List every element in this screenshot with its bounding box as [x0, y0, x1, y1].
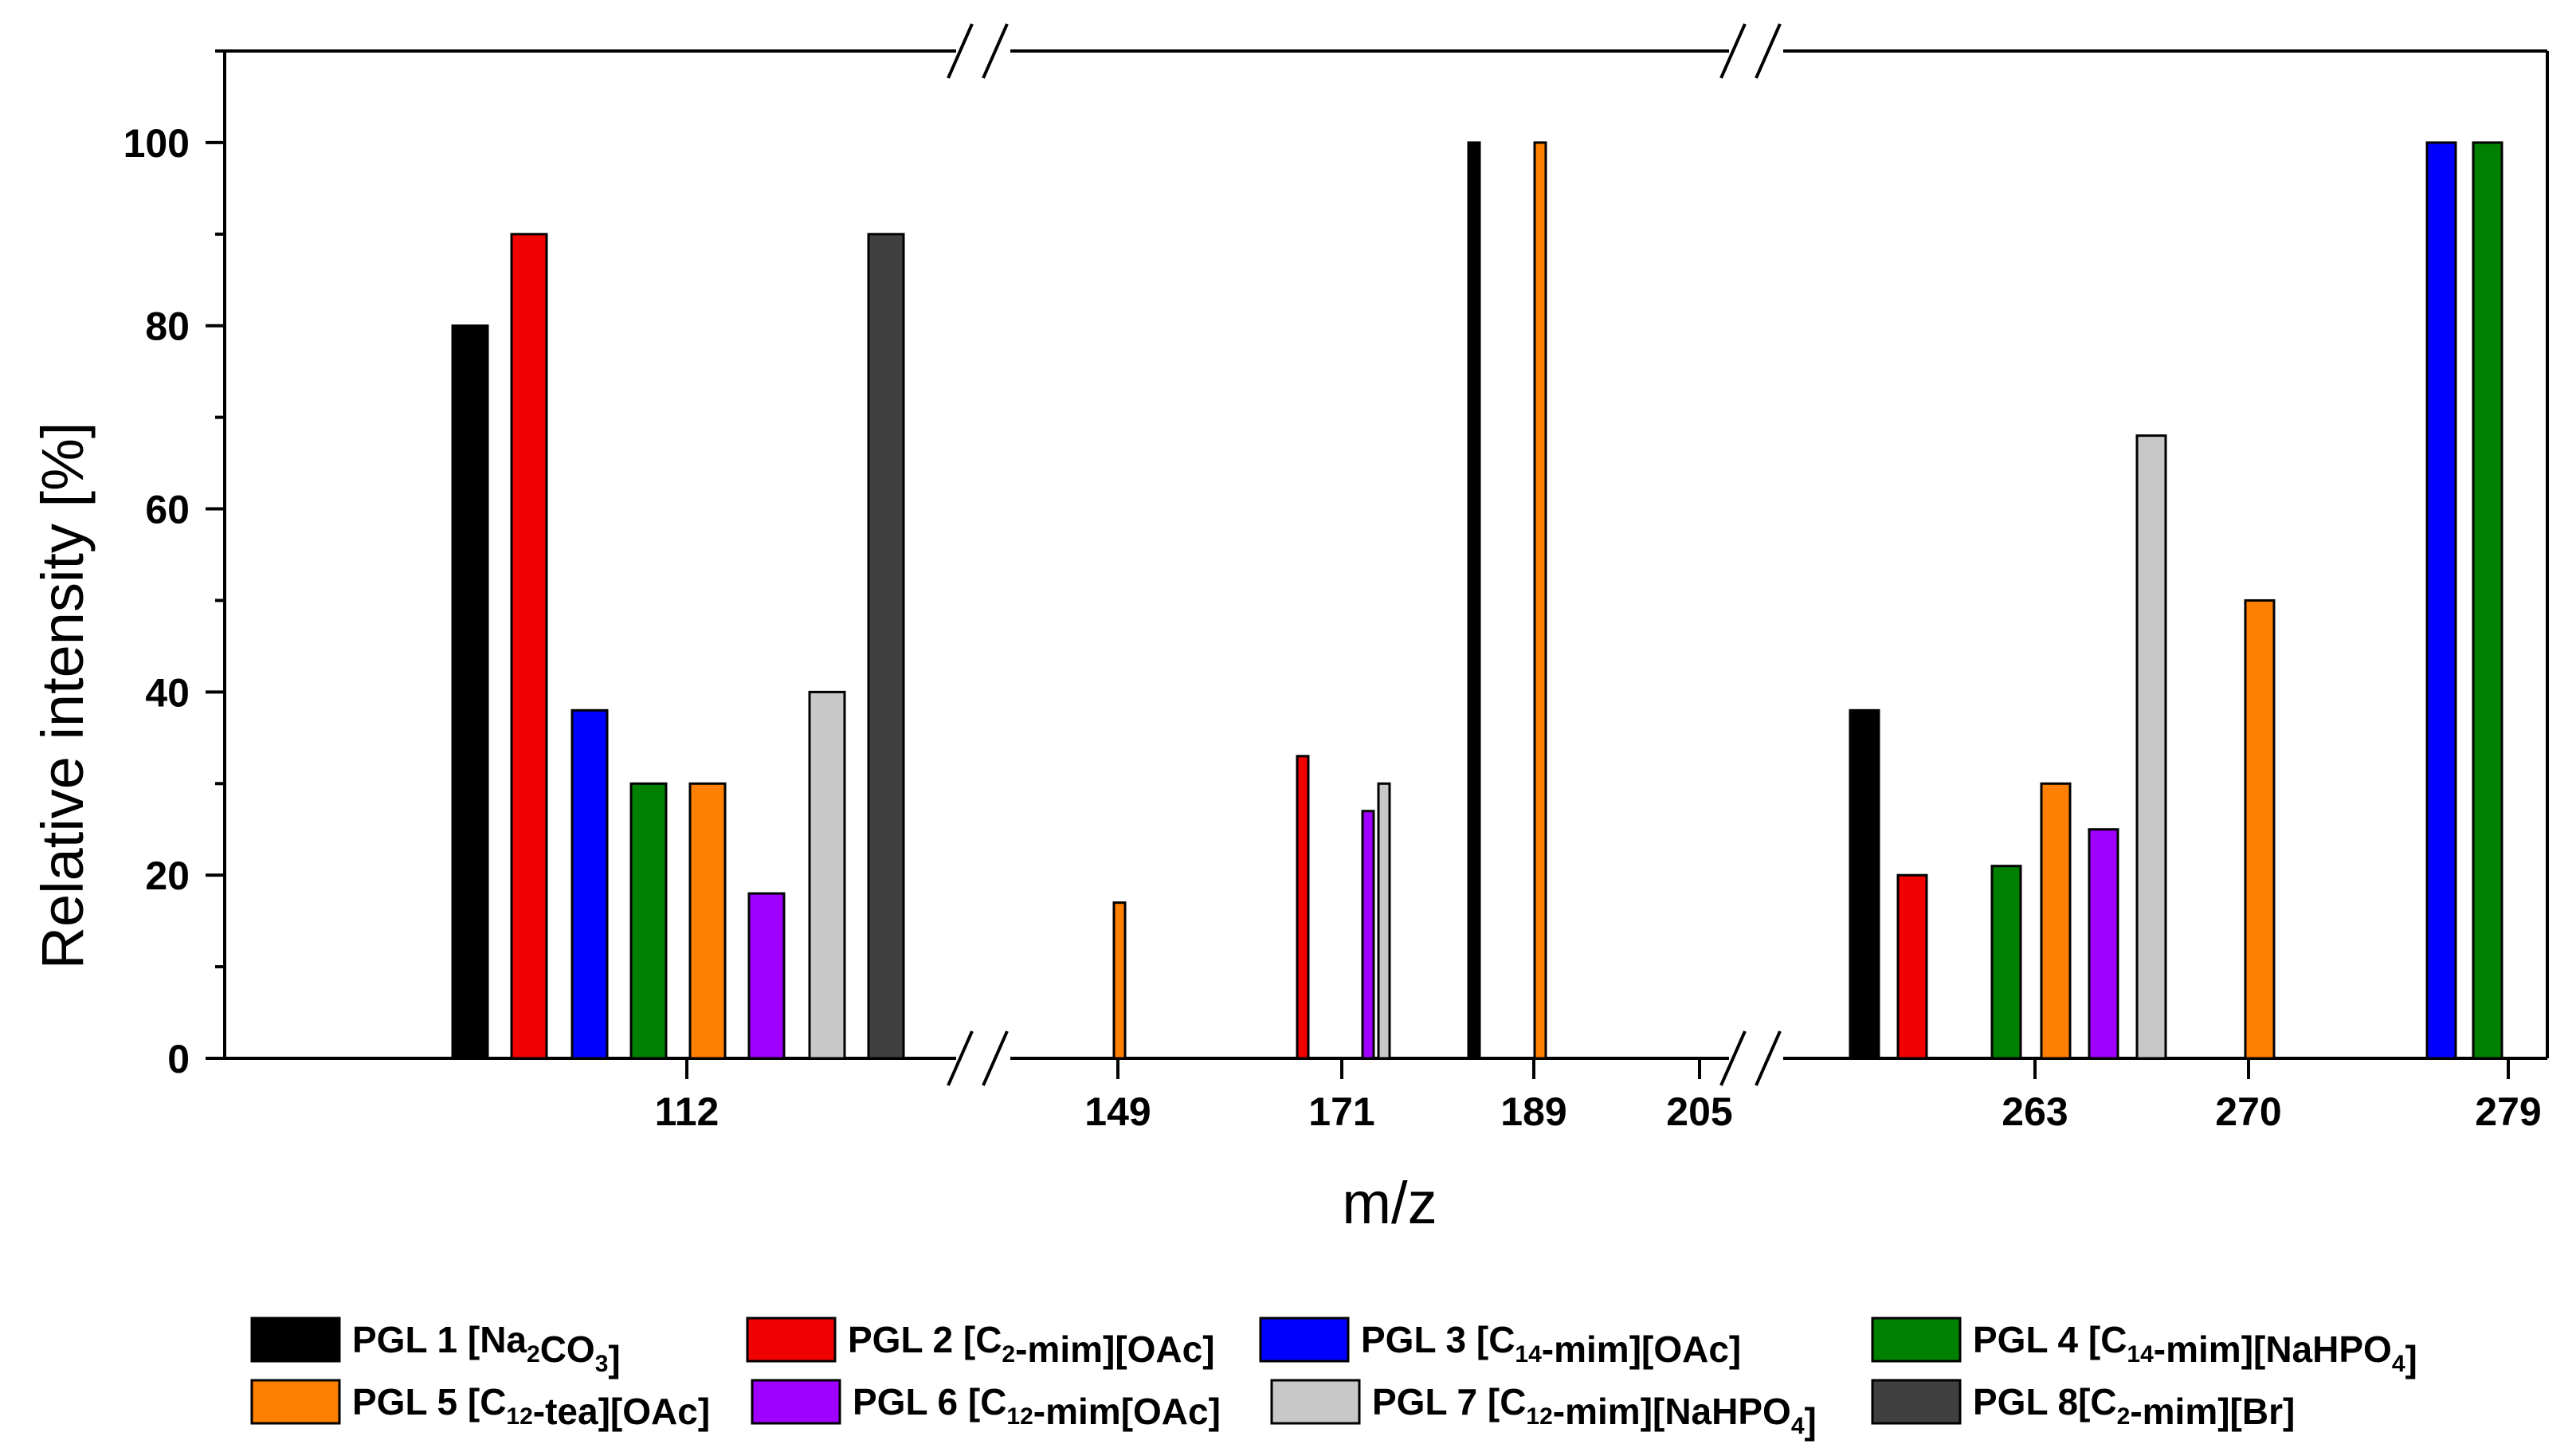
y-tick-label: 40: [145, 670, 190, 715]
legend-label: PGL 2 [C2-mim][OAc]: [848, 1319, 1215, 1370]
axis-break-mark: [1755, 23, 1782, 79]
axis-break-mark: [982, 23, 1009, 79]
legend-label: PGL 4 [C14-mim][NaHPO4]: [1973, 1319, 2417, 1379]
y-axis-title: Relative intensity [%]: [29, 422, 96, 970]
axis-break-mark: [947, 23, 974, 79]
bar-mz112-series5: [688, 782, 727, 1060]
bar-mz112-series6: [747, 892, 786, 1060]
y-tick-label: 60: [145, 488, 190, 532]
y-tick-label: 80: [145, 304, 190, 349]
legend-item-8: PGL 8[C2-mim][Br]: [1871, 1379, 2295, 1432]
bar-mz263-series1: [1849, 708, 1880, 1060]
legend-label: PGL 3 [C14-mim][OAc]: [1361, 1319, 1741, 1370]
legend-swatch: [751, 1379, 841, 1425]
legend-swatch: [1871, 1317, 1962, 1363]
x-tick-label-205: 205: [1666, 1089, 1732, 1134]
x-tick-label-112: 112: [655, 1089, 719, 1134]
bar-mz189-series5: [1533, 141, 1547, 1060]
legend-label: PGL 5 [C12-tea][OAc]: [352, 1381, 710, 1432]
bar-mz263-series4: [1990, 865, 2022, 1060]
bar-mz263-series5: [2040, 782, 2072, 1060]
bar-mz112-series3: [570, 708, 609, 1060]
axis-break-mark: [982, 1030, 1009, 1086]
legend-item-5: PGL 5 [C12-tea][OAc]: [250, 1379, 710, 1432]
bar-mz279-series4: [2472, 141, 2503, 1060]
y-tick-label: 20: [145, 854, 190, 898]
bar-mz263-series7: [2135, 434, 2167, 1060]
y-tick-label: 100: [124, 121, 190, 166]
legend-label: PGL 6 [C12-mim[OAc]: [853, 1381, 1221, 1432]
bar-mz263-series6: [2088, 828, 2119, 1060]
bar-mz112-series7: [808, 690, 846, 1060]
bar-mz270-series5: [2244, 598, 2276, 1060]
legend-label: PGL 1 [Na2CO3]: [352, 1319, 621, 1379]
x-axis: 112 149 171 189 205 263 270 279: [225, 1057, 2547, 1134]
legend-item-3: PGL 3 [C14-mim][OAc]: [1259, 1317, 1741, 1370]
axis-break-mark: [1719, 1030, 1747, 1086]
axis-breaks: [947, 23, 1782, 1086]
legend-swatch: [250, 1379, 341, 1425]
legend-swatch: [1270, 1379, 1361, 1425]
legend-item-6: PGL 6 [C12-mim[OAc]: [751, 1379, 1221, 1432]
x-tick-label-270: 270: [2215, 1089, 2281, 1134]
bar-mz112-series4: [629, 782, 668, 1060]
x-tick-label-263: 263: [2002, 1089, 2068, 1134]
axis-break-mark: [947, 1030, 974, 1086]
x-axis-title: m/z: [1342, 1170, 1437, 1236]
legend-label: PGL 8[C2-mim][Br]: [1973, 1381, 2295, 1432]
legend-item-1: PGL 1 [Na2CO3]: [250, 1317, 621, 1379]
bars: [451, 141, 2503, 1060]
x-tick-label-171: 171: [1308, 1089, 1374, 1134]
x-tick-label-279: 279: [2475, 1089, 2541, 1134]
legend-item-4: PGL 4 [C14-mim][NaHPO4]: [1871, 1317, 2417, 1379]
bar-mz279-series3: [2425, 141, 2457, 1060]
legend-swatch: [1259, 1317, 1350, 1363]
legend-item-7: PGL 7 [C12-mim][NaHPO4]: [1270, 1379, 1817, 1442]
legend-swatch: [1871, 1379, 1962, 1425]
bar-mz171-series6: [1361, 810, 1375, 1060]
bar-mz112-series8: [867, 233, 905, 1060]
bar-mz171-series7: [1377, 782, 1391, 1060]
bar-mz149-series5: [1112, 901, 1127, 1060]
legend-swatch: [746, 1317, 837, 1363]
legend-swatch: [250, 1317, 341, 1363]
legend-item-2: PGL 2 [C2-mim][OAc]: [746, 1317, 1215, 1370]
x-tick-label-189: 189: [1500, 1089, 1566, 1134]
legend: PGL 1 [Na2CO3] PGL 2 [C2-mim][OAc] PGL 3 […: [250, 1317, 2417, 1442]
axis-break-mark: [1755, 1030, 1782, 1086]
bar-mz112-series1: [451, 324, 489, 1060]
y-axis: 0 20 40 60 80 100: [124, 49, 225, 1081]
bar-mz171-series2: [1296, 755, 1310, 1060]
axis-break-mark: [1719, 23, 1747, 79]
legend-label: PGL 7 [C12-mim][NaHPO4]: [1372, 1381, 1817, 1442]
bar-mz189-series1: [1467, 141, 1481, 1060]
x-tick-label-149: 149: [1084, 1089, 1151, 1134]
plot-frame: [223, 49, 2549, 1058]
bar-mz263-series2: [1896, 873, 1928, 1060]
y-tick-label: 0: [167, 1037, 190, 1081]
bar-mz112-series2: [510, 233, 548, 1060]
